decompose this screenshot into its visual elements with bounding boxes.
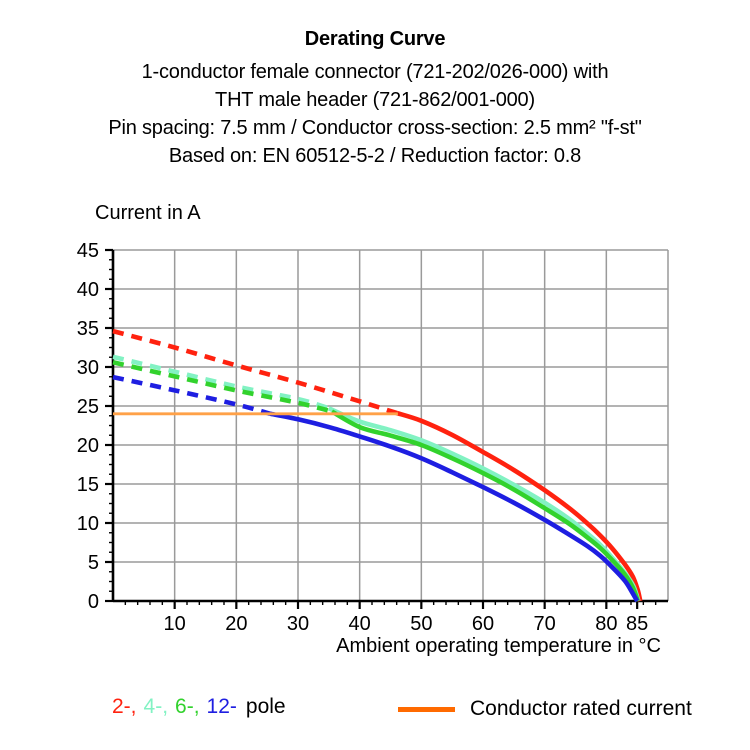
pole-legend-item: 4-, — [143, 695, 169, 718]
svg-text:35: 35 — [77, 318, 99, 340]
svg-text:50: 50 — [410, 613, 432, 635]
chart-subtitle-4: Based on: EN 60512-5-2 / Reduction facto… — [168, 145, 582, 167]
svg-text:30: 30 — [77, 357, 99, 379]
derating-chart: 0 5 10 15 20 25 30 35 40 45 10 20 30 40 50 60 70 80 85 Curr… — [77, 202, 669, 657]
chart-subtitle-1: 1-conductor female connector (721-202/02… — [141, 61, 609, 83]
svg-text:Current in A: Current in A — [95, 202, 201, 224]
pole-legend-suffix: pole — [245, 695, 286, 718]
pole-legend-item: 2-, — [112, 695, 137, 718]
svg-text:20: 20 — [225, 613, 247, 635]
pole-legend-item: 6-, — [175, 695, 200, 718]
svg-text:Ambient operating temperature: Ambient operating temperature in °C — [336, 635, 661, 657]
svg-text:40: 40 — [349, 613, 371, 635]
svg-text:45: 45 — [77, 240, 99, 262]
chart-title: Derating Curve — [304, 28, 446, 50]
rated-current-label: Conductor rated current — [470, 697, 692, 720]
svg-text:15: 15 — [77, 474, 99, 496]
svg-text:85: 85 — [626, 613, 648, 635]
svg-text:80: 80 — [595, 613, 617, 635]
chart-subtitle-3: Pin spacing: 7.5 mm / Conductor cross-se… — [108, 117, 642, 139]
pole-legend-item: 12- — [206, 695, 237, 718]
derating-chart-svg: 0 5 10 15 20 25 30 35 40 45 10 20 30 40 50 60 70 80 85 Curr… — [77, 202, 669, 657]
rated-current-swatch-line — [398, 706, 455, 712]
svg-text:30: 30 — [287, 613, 309, 635]
svg-text:25: 25 — [77, 396, 99, 418]
rated-current-legend: Conductor rated current — [398, 697, 692, 721]
svg-text:40: 40 — [77, 279, 99, 301]
svg-text:70: 70 — [534, 613, 556, 635]
svg-text:20: 20 — [77, 435, 99, 457]
svg-text:10: 10 — [164, 613, 186, 635]
svg-text:5: 5 — [88, 552, 99, 574]
svg-text:0: 0 — [88, 591, 99, 613]
chart-subtitle-2: THT male header (721-862/001-000) — [215, 89, 535, 111]
pole-legend: 2-, 4-, 6-, 12- pole — [112, 695, 286, 719]
chart-header: Derating Curve 1-conductor female connec… — [0, 28, 750, 170]
svg-text:60: 60 — [472, 613, 494, 635]
svg-text:10: 10 — [77, 513, 99, 535]
